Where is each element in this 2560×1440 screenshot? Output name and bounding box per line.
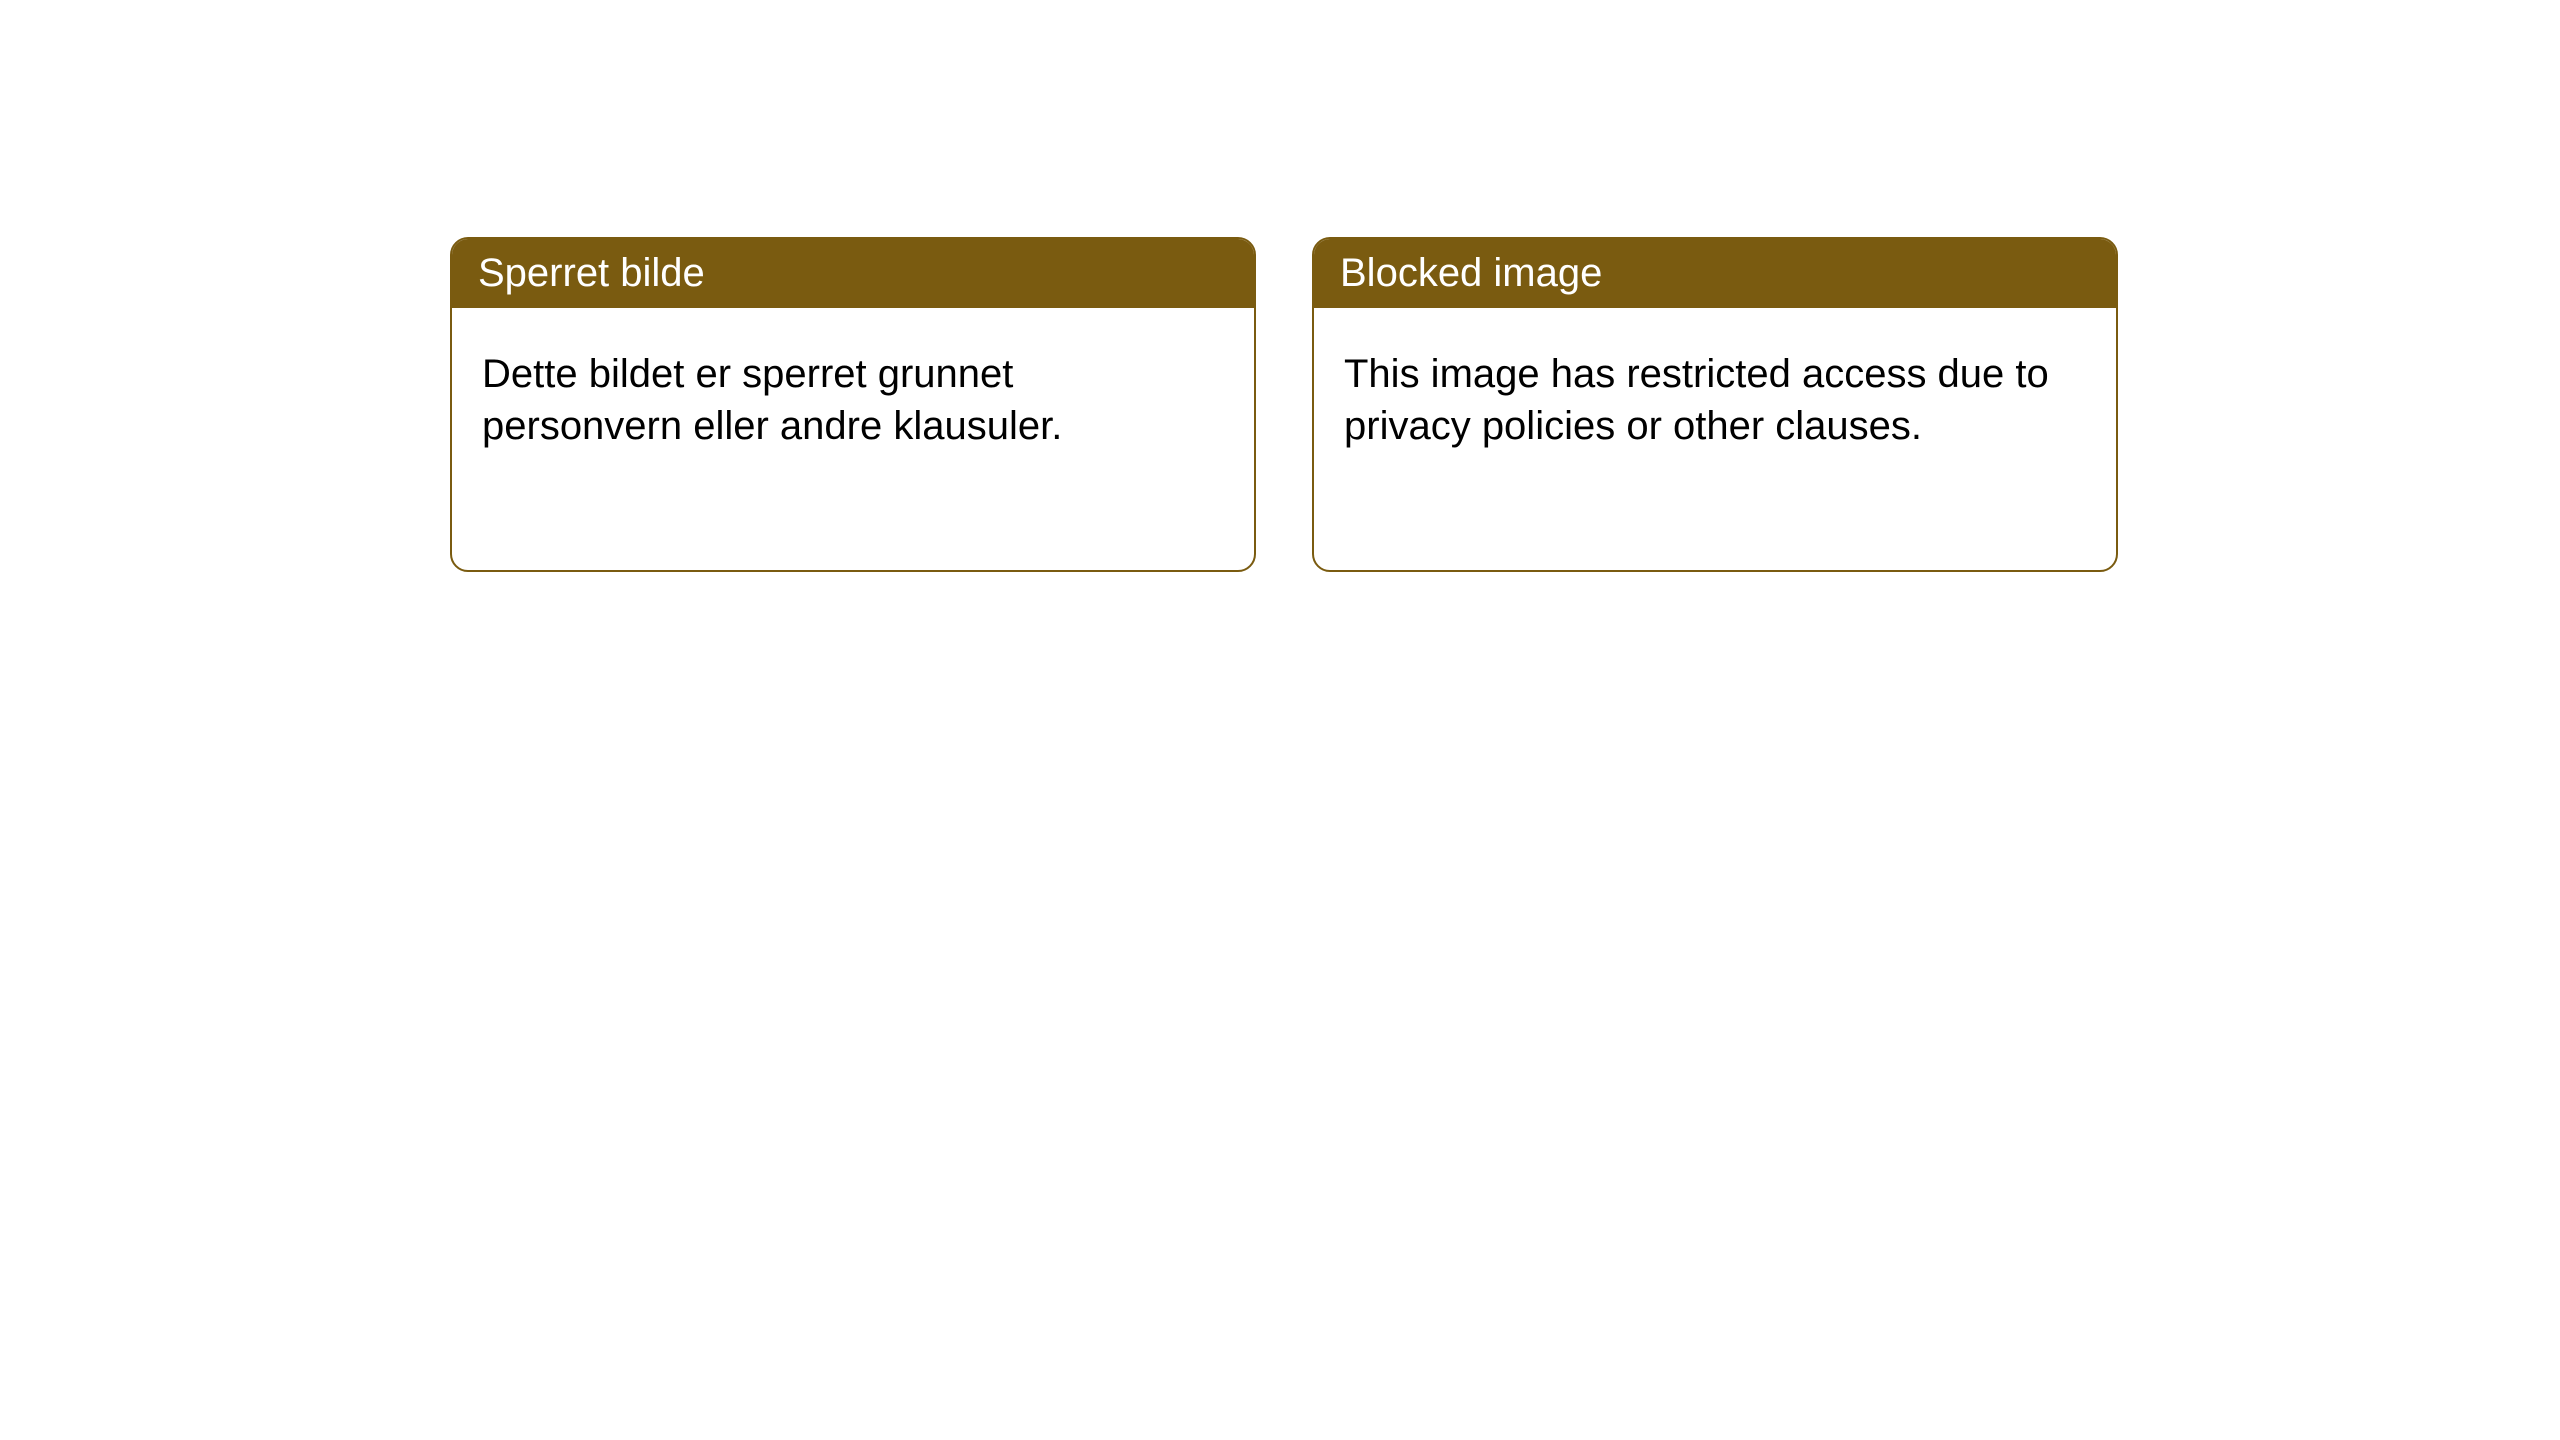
notice-title-norwegian: Sperret bilde (452, 239, 1254, 308)
notice-box-english: Blocked image This image has restricted … (1312, 237, 2118, 572)
notice-body-english: This image has restricted access due to … (1314, 308, 2116, 492)
notice-title-english: Blocked image (1314, 239, 2116, 308)
notice-body-norwegian: Dette bildet er sperret grunnet personve… (452, 308, 1254, 492)
notice-box-norwegian: Sperret bilde Dette bildet er sperret gr… (450, 237, 1256, 572)
notice-container: Sperret bilde Dette bildet er sperret gr… (0, 0, 2560, 572)
